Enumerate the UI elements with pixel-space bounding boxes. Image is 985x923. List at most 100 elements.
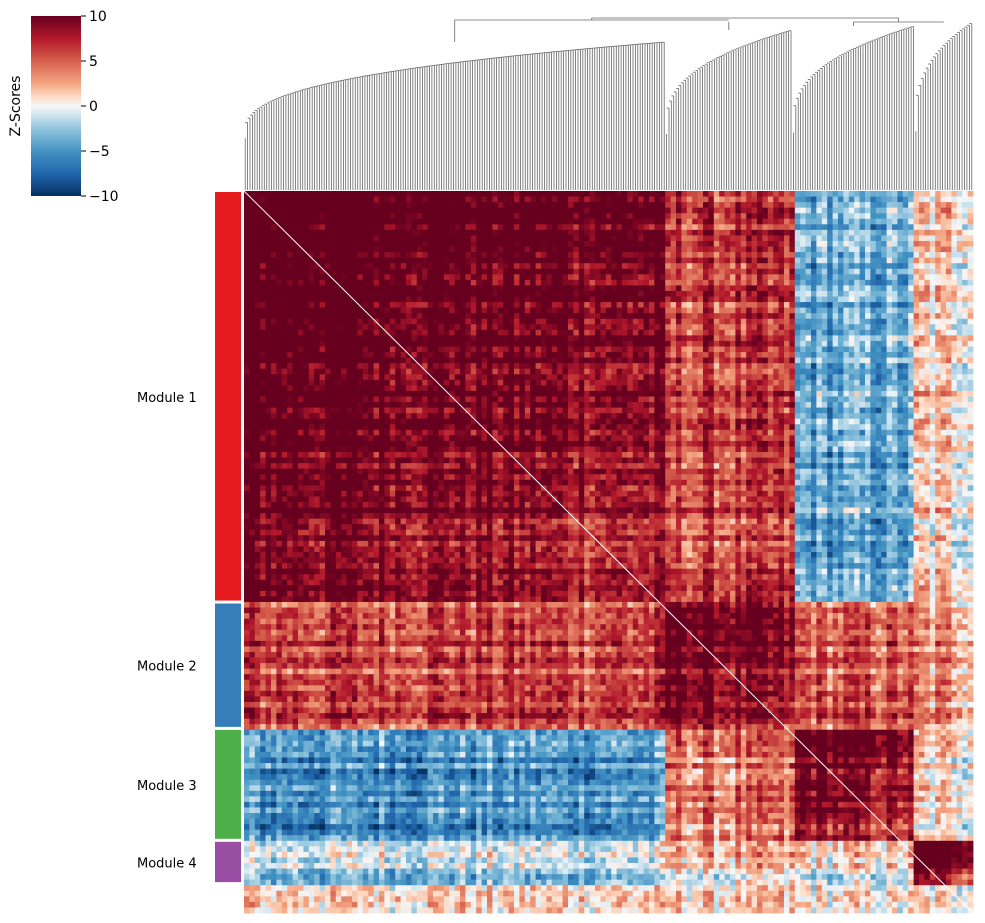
heatmap-cell: [298, 340, 304, 347]
heatmap-cell: [902, 268, 909, 275]
heatmap-cell: [362, 252, 369, 259]
heatmap-cell: [751, 274, 758, 281]
heatmap-cell: [719, 318, 725, 325]
heatmap-cell: [816, 352, 823, 359]
heatmap-cell: [935, 257, 941, 264]
heatmap-cell: [454, 307, 461, 314]
heatmap-cell: [865, 213, 871, 220]
heatmap-cell: [584, 257, 590, 264]
heatmap-cell: [670, 313, 677, 320]
heatmap-cell: [638, 202, 644, 209]
heatmap-cell: [919, 246, 925, 253]
heatmap-cell: [719, 363, 725, 370]
heatmap-cell: [362, 285, 369, 292]
heatmap-cell: [724, 196, 731, 203]
heatmap-cell: [724, 352, 731, 359]
heatmap-cell: [897, 302, 904, 309]
heatmap-cell: [794, 196, 801, 203]
heatmap-cell: [584, 363, 590, 370]
heatmap-cell: [433, 352, 439, 359]
heatmap-cell: [962, 229, 968, 236]
heatmap-cell: [956, 207, 963, 214]
heatmap-cell: [708, 224, 715, 231]
heatmap-cell: [519, 340, 526, 347]
heatmap-cell: [541, 246, 547, 253]
heatmap-cell: [341, 307, 347, 314]
heatmap-cell: [843, 207, 850, 214]
heatmap-cell: [686, 290, 693, 297]
heatmap-cell: [276, 346, 283, 353]
heatmap-cell: [276, 340, 283, 347]
heatmap-cell: [384, 340, 391, 347]
heatmap-cell: [557, 335, 563, 342]
heatmap-cell: [703, 363, 709, 370]
heatmap-cell: [627, 340, 634, 347]
heatmap-cell: [557, 224, 563, 231]
heatmap-cell: [400, 296, 407, 303]
heatmap-cell: [708, 196, 715, 203]
heatmap-cell: [341, 279, 347, 286]
heatmap-cell: [746, 202, 752, 209]
heatmap-cell: [627, 352, 634, 359]
heatmap-cell: [924, 246, 931, 253]
heatmap-cell: [951, 235, 958, 242]
heatmap-cell: [632, 274, 639, 281]
heatmap-cell: [487, 290, 493, 297]
heatmap-cell: [811, 229, 817, 236]
heatmap-cell: [368, 240, 374, 247]
heatmap-cell: [703, 329, 709, 336]
heatmap-cell: [254, 307, 261, 314]
heatmap-cell: [325, 335, 331, 342]
heatmap-cell: [665, 324, 671, 331]
heatmap-cell: [616, 279, 623, 286]
heatmap-cell: [357, 196, 364, 203]
heatmap-cell: [956, 246, 963, 253]
heatmap-cell: [654, 196, 661, 203]
heatmap-cell: [956, 346, 963, 353]
heatmap-cell: [816, 274, 823, 281]
heatmap-cell: [935, 263, 941, 270]
heatmap-cell: [805, 363, 812, 370]
heatmap-cell: [562, 218, 569, 225]
heatmap-cell: [292, 229, 299, 236]
heatmap-cell: [757, 307, 763, 314]
heatmap-cell: [622, 279, 628, 286]
heatmap-cell: [892, 307, 898, 314]
heatmap-cell: [319, 296, 326, 303]
heatmap-cell: [384, 290, 391, 297]
heatmap-cell: [848, 196, 855, 203]
heatmap-cell: [298, 224, 304, 231]
heatmap-cell: [638, 296, 644, 303]
heatmap-cell: [362, 263, 369, 270]
heatmap-cell: [271, 318, 277, 325]
heatmap-cell: [341, 246, 347, 253]
heatmap-cell: [686, 229, 693, 236]
heatmap-cell: [249, 340, 256, 347]
heatmap-cell: [314, 357, 320, 364]
heatmap-cell: [605, 274, 612, 281]
heatmap-cell: [773, 191, 779, 197]
heatmap-cell: [848, 318, 855, 325]
heatmap-cell: [562, 352, 569, 359]
heatmap-cell: [622, 252, 628, 259]
heatmap-cell: [249, 235, 256, 242]
heatmap-cell: [924, 302, 931, 309]
heatmap-cell: [611, 352, 617, 359]
heatmap-cell: [346, 191, 353, 197]
heatmap-cell: [897, 218, 904, 225]
heatmap-cell: [514, 290, 520, 297]
heatmap-cell: [373, 196, 380, 203]
heatmap-cell: [951, 191, 958, 197]
heatmap-cell: [956, 263, 963, 270]
heatmap-cell: [794, 257, 801, 264]
heatmap-cell: [735, 191, 742, 197]
heatmap-cell: [379, 352, 385, 359]
heatmap-cell: [352, 313, 358, 320]
heatmap-cell: [794, 274, 801, 281]
heatmap-cell: [589, 352, 596, 359]
heatmap-cell: [789, 240, 796, 247]
heatmap-cell: [773, 307, 779, 314]
heatmap-cell: [389, 368, 396, 375]
heatmap-cell: [368, 191, 374, 197]
heatmap-cell: [638, 307, 644, 314]
